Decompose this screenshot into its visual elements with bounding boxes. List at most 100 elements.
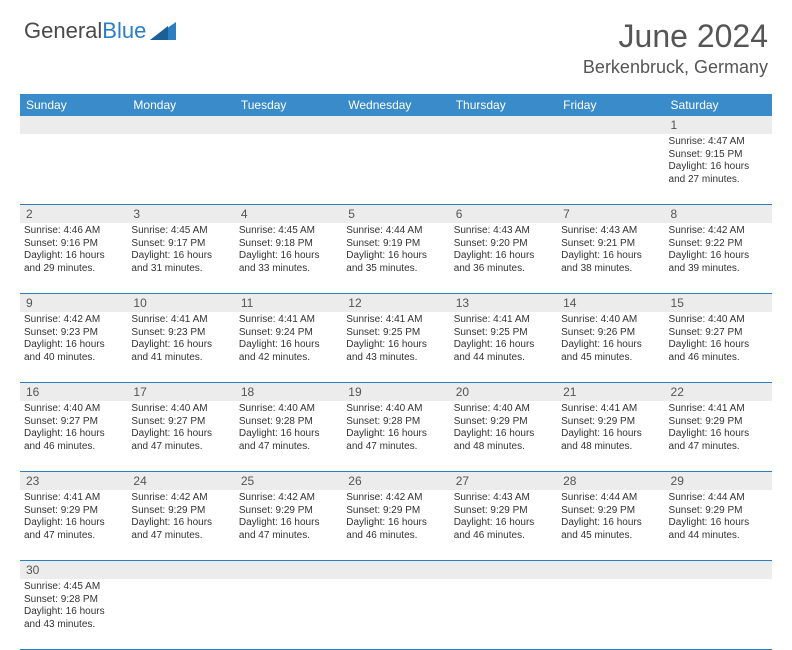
- sunset-text: Sunset: 9:22 PM: [669, 238, 768, 251]
- day-number: 15: [665, 294, 772, 312]
- sunset-text: Sunset: 9:29 PM: [454, 416, 553, 429]
- daylight-text: Daylight: 16 hours: [131, 517, 230, 530]
- day-cell: [450, 579, 557, 649]
- dow-fri: Friday: [557, 94, 664, 116]
- sunrise-text: Sunrise: 4:44 AM: [561, 492, 660, 505]
- sunset-text: Sunset: 9:29 PM: [561, 505, 660, 518]
- brand-name-1: General: [24, 18, 102, 44]
- day-cell: Sunrise: 4:43 AMSunset: 9:21 PMDaylight:…: [557, 223, 664, 293]
- daylight-text: and 46 minutes.: [669, 352, 768, 365]
- daylight-text: and 40 minutes.: [24, 352, 123, 365]
- sunrise-text: Sunrise: 4:44 AM: [669, 492, 768, 505]
- day-number: 4: [235, 205, 342, 223]
- sunrise-text: Sunrise: 4:44 AM: [346, 225, 445, 238]
- day-number: 26: [342, 472, 449, 490]
- daylight-text: and 47 minutes.: [239, 530, 338, 543]
- dow-wed: Wednesday: [342, 94, 449, 116]
- day-number: [557, 561, 664, 579]
- daylight-text: Daylight: 16 hours: [239, 517, 338, 530]
- day-cell: [235, 134, 342, 204]
- day-number: 18: [235, 383, 342, 401]
- day-cell: Sunrise: 4:40 AMSunset: 9:26 PMDaylight:…: [557, 312, 664, 382]
- daynum-row: 9101112131415: [20, 294, 772, 312]
- sunrise-text: Sunrise: 4:42 AM: [24, 314, 123, 327]
- sunset-text: Sunset: 9:29 PM: [561, 416, 660, 429]
- day-number: 27: [450, 472, 557, 490]
- daylight-text: Daylight: 16 hours: [454, 517, 553, 530]
- day-number: 20: [450, 383, 557, 401]
- month-title: June 2024: [583, 18, 768, 55]
- daylight-text: and 47 minutes.: [239, 441, 338, 454]
- day-cell: Sunrise: 4:42 AMSunset: 9:29 PMDaylight:…: [342, 490, 449, 560]
- daylight-text: Daylight: 16 hours: [669, 161, 768, 174]
- day-number: 3: [127, 205, 234, 223]
- day-cell: [557, 134, 664, 204]
- sunset-text: Sunset: 9:23 PM: [131, 327, 230, 340]
- day-cell: Sunrise: 4:40 AMSunset: 9:28 PMDaylight:…: [342, 401, 449, 471]
- daylight-text: and 35 minutes.: [346, 263, 445, 276]
- daylight-text: Daylight: 16 hours: [561, 339, 660, 352]
- sunset-text: Sunset: 9:17 PM: [131, 238, 230, 251]
- weeks-container: 1Sunrise: 4:47 AMSunset: 9:15 PMDaylight…: [20, 116, 772, 650]
- daylight-text: Daylight: 16 hours: [24, 606, 123, 619]
- sunrise-text: Sunrise: 4:41 AM: [346, 314, 445, 327]
- daylight-text: Daylight: 16 hours: [346, 428, 445, 441]
- sunrise-text: Sunrise: 4:41 AM: [131, 314, 230, 327]
- sunrise-text: Sunrise: 4:46 AM: [24, 225, 123, 238]
- week-row: Sunrise: 4:42 AMSunset: 9:23 PMDaylight:…: [20, 312, 772, 383]
- sunrise-text: Sunrise: 4:41 AM: [24, 492, 123, 505]
- sunrise-text: Sunrise: 4:40 AM: [669, 314, 768, 327]
- sunset-text: Sunset: 9:15 PM: [669, 149, 768, 162]
- day-cell: Sunrise: 4:46 AMSunset: 9:16 PMDaylight:…: [20, 223, 127, 293]
- week-row: Sunrise: 4:40 AMSunset: 9:27 PMDaylight:…: [20, 401, 772, 472]
- week-row: Sunrise: 4:47 AMSunset: 9:15 PMDaylight:…: [20, 134, 772, 205]
- day-number: 22: [665, 383, 772, 401]
- sunrise-text: Sunrise: 4:42 AM: [346, 492, 445, 505]
- day-number: 2: [20, 205, 127, 223]
- daylight-text: Daylight: 16 hours: [24, 517, 123, 530]
- sunset-text: Sunset: 9:19 PM: [346, 238, 445, 251]
- day-cell: Sunrise: 4:47 AMSunset: 9:15 PMDaylight:…: [665, 134, 772, 204]
- sunrise-text: Sunrise: 4:47 AM: [669, 136, 768, 149]
- day-cell: Sunrise: 4:41 AMSunset: 9:25 PMDaylight:…: [342, 312, 449, 382]
- daylight-text: and 45 minutes.: [561, 352, 660, 365]
- title-block: June 2024 Berkenbruck, Germany: [583, 18, 768, 78]
- sunrise-text: Sunrise: 4:41 AM: [454, 314, 553, 327]
- week-row: Sunrise: 4:45 AMSunset: 9:28 PMDaylight:…: [20, 579, 772, 650]
- daylight-text: and 48 minutes.: [561, 441, 660, 454]
- dow-sat: Saturday: [665, 94, 772, 116]
- day-cell: Sunrise: 4:41 AMSunset: 9:24 PMDaylight:…: [235, 312, 342, 382]
- day-cell: [127, 579, 234, 649]
- sunset-text: Sunset: 9:27 PM: [24, 416, 123, 429]
- daylight-text: Daylight: 16 hours: [131, 250, 230, 263]
- daylight-text: Daylight: 16 hours: [669, 428, 768, 441]
- day-number: 21: [557, 383, 664, 401]
- day-cell: Sunrise: 4:45 AMSunset: 9:17 PMDaylight:…: [127, 223, 234, 293]
- sunset-text: Sunset: 9:16 PM: [24, 238, 123, 251]
- day-cell: Sunrise: 4:40 AMSunset: 9:27 PMDaylight:…: [20, 401, 127, 471]
- daylight-text: and 48 minutes.: [454, 441, 553, 454]
- sunset-text: Sunset: 9:28 PM: [346, 416, 445, 429]
- day-cell: Sunrise: 4:45 AMSunset: 9:28 PMDaylight:…: [20, 579, 127, 649]
- sunrise-text: Sunrise: 4:45 AM: [24, 581, 123, 594]
- daylight-text: Daylight: 16 hours: [131, 339, 230, 352]
- daylight-text: and 43 minutes.: [346, 352, 445, 365]
- day-number: [235, 561, 342, 579]
- day-cell: Sunrise: 4:41 AMSunset: 9:29 PMDaylight:…: [665, 401, 772, 471]
- daylight-text: and 45 minutes.: [561, 530, 660, 543]
- daylight-text: Daylight: 16 hours: [24, 250, 123, 263]
- calendar: Sunday Monday Tuesday Wednesday Thursday…: [20, 94, 772, 650]
- day-cell: [342, 134, 449, 204]
- daynum-row: 1: [20, 116, 772, 134]
- sunrise-text: Sunrise: 4:45 AM: [239, 225, 338, 238]
- day-number: 29: [665, 472, 772, 490]
- daynum-row: 23242526272829: [20, 472, 772, 490]
- daylight-text: Daylight: 16 hours: [346, 250, 445, 263]
- day-number: 14: [557, 294, 664, 312]
- sunset-text: Sunset: 9:29 PM: [669, 416, 768, 429]
- day-cell: Sunrise: 4:41 AMSunset: 9:23 PMDaylight:…: [127, 312, 234, 382]
- sunrise-text: Sunrise: 4:43 AM: [454, 225, 553, 238]
- sunrise-text: Sunrise: 4:43 AM: [561, 225, 660, 238]
- daylight-text: Daylight: 16 hours: [454, 339, 553, 352]
- day-number: [342, 561, 449, 579]
